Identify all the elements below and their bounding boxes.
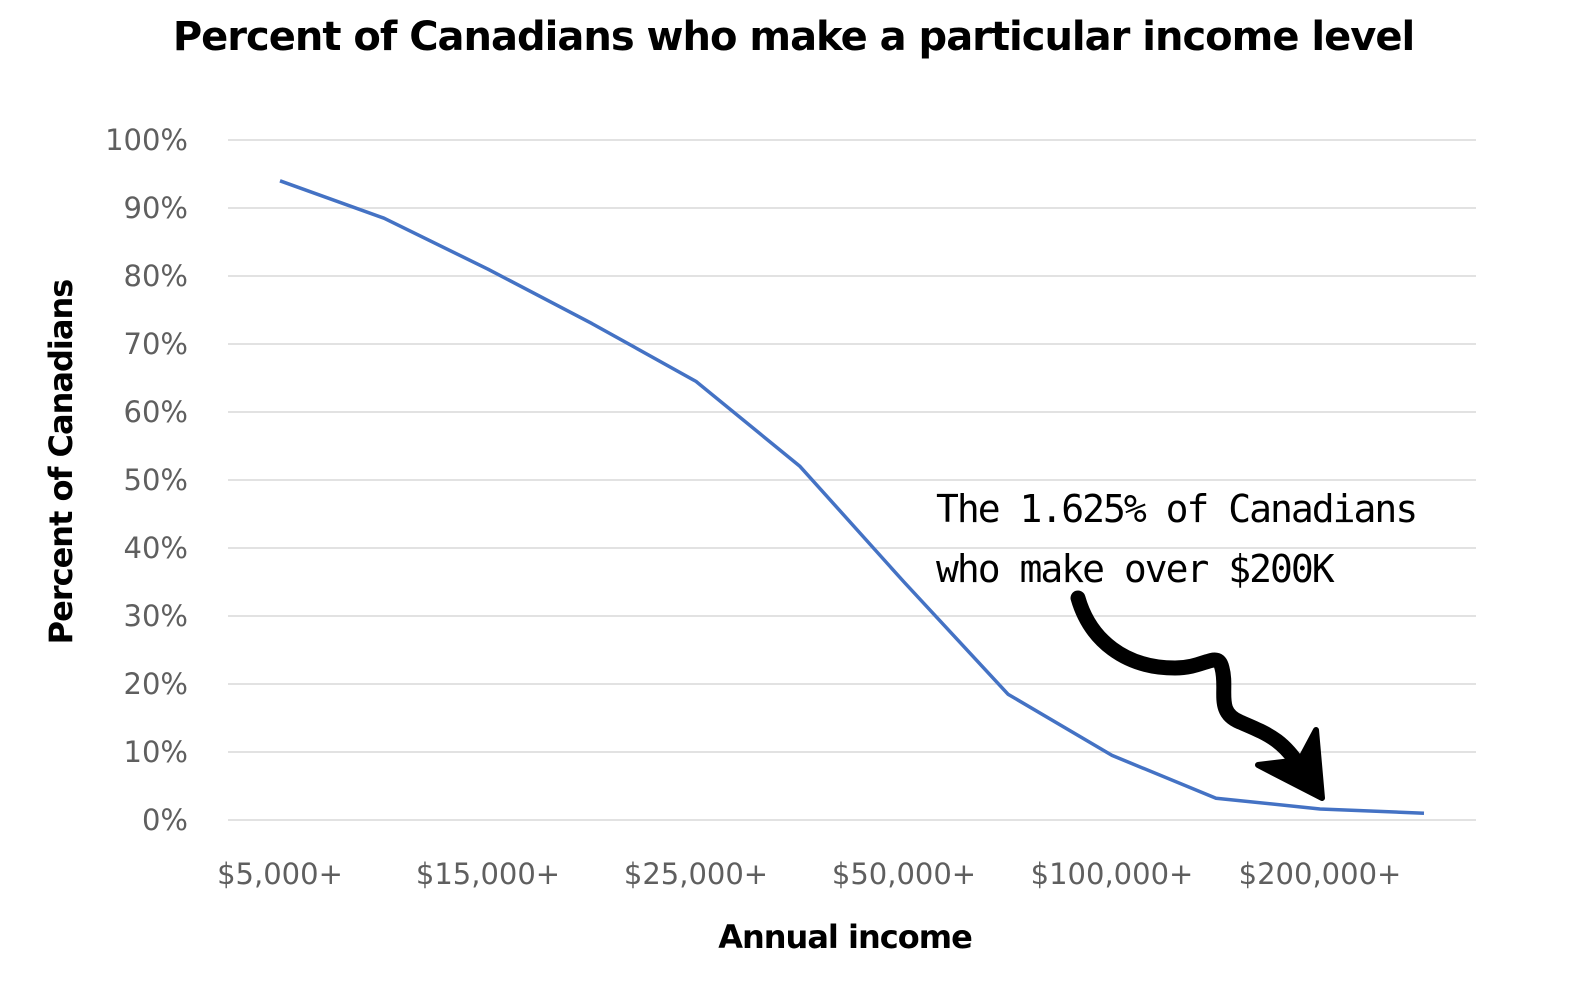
y-axis-title: Percent of Canadians <box>42 280 80 645</box>
y-tick-label: 10% <box>124 735 188 769</box>
x-tick-label: $5,000+ <box>217 857 343 891</box>
y-tick-label: 0% <box>142 803 188 837</box>
series-layer <box>279 179 1425 815</box>
x-axis-title: Annual income <box>718 918 972 956</box>
y-tick-label: 70% <box>124 327 188 361</box>
x-tick-label: $25,000+ <box>624 857 768 891</box>
x-tick-label: $100,000+ <box>1031 857 1194 891</box>
x-tick-label: $200,000+ <box>1239 857 1402 891</box>
annotation-arrow <box>1070 590 1313 783</box>
y-tick-label: 30% <box>124 599 188 633</box>
y-tick-label: 60% <box>124 395 188 429</box>
annotation-line-2: who make over $200K <box>936 547 1335 591</box>
y-tick-label: 80% <box>124 259 188 293</box>
y-tick-label: 50% <box>124 463 188 497</box>
annotation-line-1: The 1.625% of Canadians <box>936 487 1416 531</box>
x-tick-label: $50,000+ <box>832 857 976 891</box>
annotation-arrow-head <box>1255 727 1325 801</box>
y-tick-label: 20% <box>124 667 188 701</box>
y-axis-ticks: 0% 10% 20% 30% 40% 50% 60% 70% 80% 90% 100% <box>105 123 188 837</box>
gridlines <box>228 139 1476 821</box>
series-line <box>279 179 1425 815</box>
x-tick-label: $15,000+ <box>416 857 560 891</box>
annotation: The 1.625% of Canadians who make over $2… <box>936 487 1418 801</box>
y-tick-label: 90% <box>124 191 188 225</box>
y-tick-label: 40% <box>124 531 188 565</box>
x-axis-ticks: $5,000+ $15,000+ $25,000+ $50,000+ $100,000+… <box>217 857 1401 891</box>
chart-title: Percent of Canadians who make a particul… <box>172 14 1415 60</box>
y-tick-label: 100% <box>105 123 188 157</box>
